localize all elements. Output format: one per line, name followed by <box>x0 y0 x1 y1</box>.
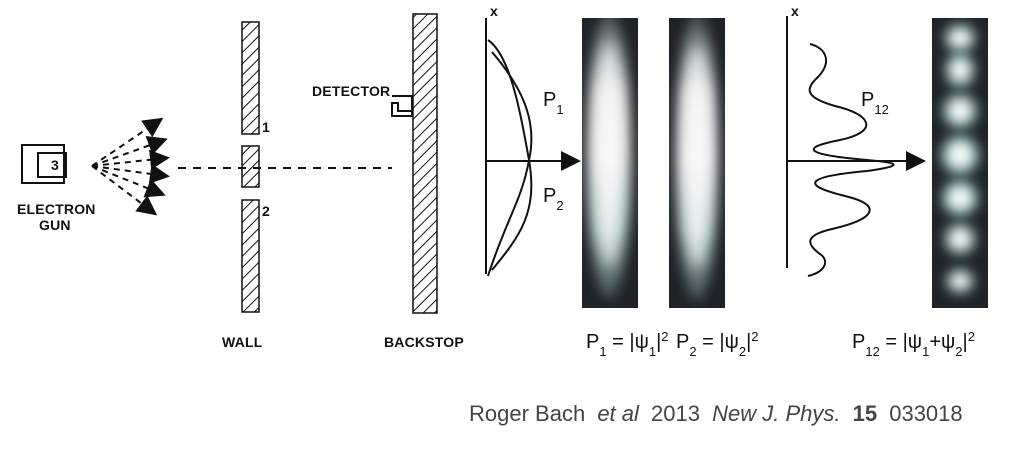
slit-wall: 1 2 WALL <box>222 21 270 350</box>
wall-bottom-segment <box>241 199 260 313</box>
slit-2-label: 2 <box>262 203 270 219</box>
p12-curve-label-subscript: 12 <box>874 102 888 117</box>
p12-fringe-4 <box>938 132 982 178</box>
p1-curve-label-subscript: 1 <box>556 102 563 117</box>
p12-image-panel <box>932 18 988 308</box>
interference-plot: x P12 <box>786 3 926 277</box>
p1-core-glow <box>599 42 619 266</box>
formula-p1: P1 = |ψ1|2 <box>586 329 669 359</box>
formula-p2: P2 = |ψ2|2 <box>676 329 759 359</box>
backstop-assembly: DETECTOR BACKSTOP <box>312 13 464 350</box>
electron-gun-label-line2: GUN <box>39 217 71 233</box>
citation-etal: et al <box>597 401 640 426</box>
citation: Roger Bach et al 2013 New J. Phys. 15 03… <box>469 401 963 426</box>
backstop <box>412 13 438 314</box>
p1-image-panel <box>582 10 638 308</box>
citation-volume: 15 <box>853 401 877 426</box>
electron-ray-4 <box>91 163 170 184</box>
separate-probability-plot: x P1 P2 <box>485 3 581 277</box>
detector <box>391 95 413 117</box>
p12-fringe-2 <box>943 50 977 90</box>
citation-article: 033018 <box>889 401 962 426</box>
right-plot-x-label: x <box>791 3 799 19</box>
gun-cell-label: 3 <box>51 157 59 173</box>
formula-labels: P1 = |ψ1|2 P2 = |ψ2|2 P12 = |ψ1+ψ2|2 <box>586 329 975 359</box>
p12-fringe-7 <box>944 267 976 295</box>
p12-fringe-3 <box>940 91 980 131</box>
wall-label: WALL <box>222 334 263 350</box>
p2-image-panel <box>669 12 725 308</box>
electron-rays <box>91 117 170 216</box>
p1-curve-label: P1 <box>543 89 564 117</box>
wall-middle-segment <box>241 145 260 188</box>
backstop-label: BACKSTOP <box>384 334 464 350</box>
detector-label: DETECTOR <box>312 83 390 99</box>
gun-outline-inner <box>37 152 67 178</box>
electron-ray-3 <box>91 149 170 170</box>
electron-ray-6 <box>91 165 158 216</box>
wall-top-segment <box>241 21 260 135</box>
electron-gun: 3 ELECTRON GUN <box>17 144 96 233</box>
electron-ray-2 <box>91 136 168 167</box>
slit-1-label: 1 <box>262 119 270 135</box>
electron-ray-5 <box>91 165 166 198</box>
citation-author: Roger Bach <box>469 401 585 426</box>
gun-outline-outer <box>21 144 65 184</box>
p2-curve-label-subscript: 2 <box>556 198 563 213</box>
formula-p12: P12 = |ψ1+ψ2|2 <box>852 329 975 359</box>
curve-p12 <box>807 43 895 277</box>
p2-core-glow <box>687 47 707 267</box>
p12-fringe-6 <box>942 221 978 257</box>
citation-year: 2013 <box>651 401 700 426</box>
citation-journal: New J. Phys. <box>712 401 840 426</box>
curve-p2 <box>487 51 533 277</box>
p2-curve-label: P2 <box>543 185 564 213</box>
electron-gun-label-line1: ELECTRON <box>17 201 96 217</box>
p12-fringe-1 <box>942 22 978 54</box>
p12-curve-label: P12 <box>861 89 889 117</box>
p12-fringe-5 <box>939 177 981 219</box>
left-plot-x-label: x <box>490 3 498 19</box>
electron-ray-1 <box>91 117 164 167</box>
